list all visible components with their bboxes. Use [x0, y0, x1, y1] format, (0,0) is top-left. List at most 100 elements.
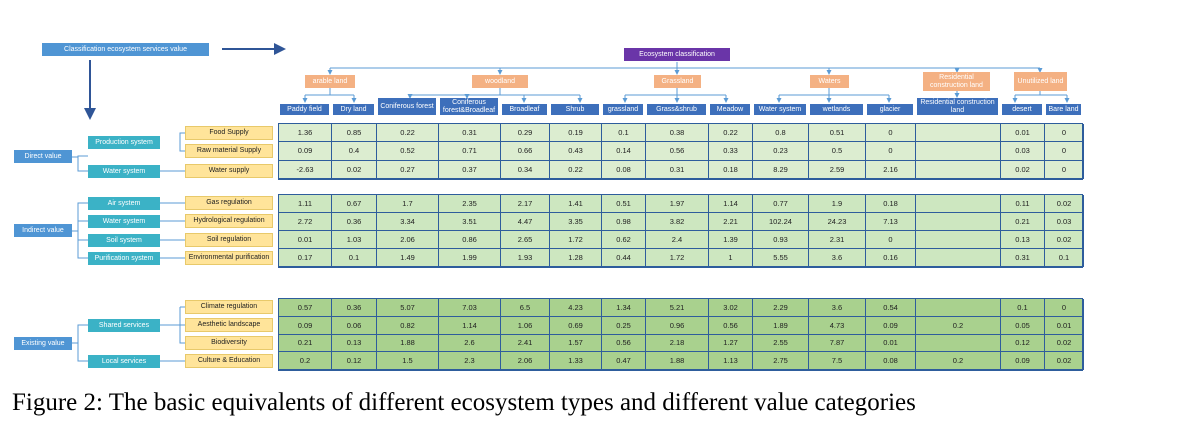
existing-cell: 0	[1045, 299, 1084, 317]
indirect-cell: 2.4	[646, 231, 709, 249]
indirect-cell: 0.02	[1045, 195, 1084, 213]
existing-cell: 0.06	[332, 316, 377, 335]
category-residential: Residential construction land	[923, 72, 990, 91]
indirect-cell: 1.28	[550, 249, 602, 267]
indirect-cell: 0.18	[866, 195, 916, 213]
direct-cell: 0.71	[439, 142, 501, 161]
existing-cell: 1.89	[753, 316, 809, 335]
existing-cell: 0.25	[602, 316, 646, 335]
direct-cell	[916, 142, 1001, 161]
existing-cell: 4.73	[809, 316, 866, 335]
figure-caption: Figure 2: The basic equivalents of diffe…	[12, 389, 916, 416]
direct-value-table: 1.36 0.85 0.22 0.31 0.29 0.19 0.1 0.38 0.22 0.8 0.…	[278, 123, 1084, 180]
indirect-cell: 0.01	[279, 231, 332, 249]
service-env-purification: Environmental purification	[185, 251, 273, 265]
service-culture: Culture & Education	[185, 354, 273, 368]
value-direct: Direct value	[14, 150, 72, 163]
system-local-services: Local services	[88, 355, 160, 368]
indirect-cell: 1.39	[709, 231, 753, 249]
indirect-cell	[916, 231, 1001, 249]
category-unutilized: Unutilized land	[1014, 72, 1067, 91]
direct-cell: 0.66	[501, 142, 550, 161]
existing-cell: 0.05	[1001, 316, 1045, 335]
existing-cell: 3.02	[709, 299, 753, 317]
existing-cell: 2.75	[753, 352, 809, 370]
existing-cell: 7.5	[809, 352, 866, 370]
indirect-cell: 24.23	[809, 213, 866, 231]
indirect-cell: 1.72	[646, 249, 709, 267]
existing-cell: 0.2	[916, 352, 1001, 370]
indirect-cell: 3.35	[550, 213, 602, 231]
existing-cell: 0.57	[279, 299, 332, 317]
direct-cell: 0.02	[332, 160, 377, 179]
system-shared-services: Shared services	[88, 319, 160, 332]
subtype-13: desert	[1002, 104, 1042, 115]
indirect-cell: 0.51	[602, 195, 646, 213]
service-climate: Climate regulation	[185, 300, 273, 314]
direct-cell: 0.31	[439, 124, 501, 143]
indirect-cell: 1.14	[709, 195, 753, 213]
service-raw-material: Raw material Supply	[185, 144, 273, 158]
indirect-cell: 0.62	[602, 231, 646, 249]
indirect-cell: 0.44	[602, 249, 646, 267]
service-water-supply: Water supply	[185, 164, 273, 178]
existing-cell: 0.1	[1001, 299, 1045, 317]
indirect-cell: 0.16	[866, 249, 916, 267]
existing-cell: 1.33	[550, 352, 602, 370]
indirect-cell: 0.77	[753, 195, 809, 213]
indirect-cell: 0.03	[1045, 213, 1084, 231]
existing-cell: 0.09	[1001, 352, 1045, 370]
indirect-cell: 0.11	[1001, 195, 1045, 213]
service-soil-regulation: Soil regulation	[185, 233, 273, 247]
indirect-cell: 5.55	[753, 249, 809, 267]
direct-cell: 2.16	[866, 160, 916, 179]
direct-cell: 0.09	[279, 142, 332, 161]
existing-cell: 0.02	[1045, 334, 1084, 353]
value-indirect: Indirect value	[14, 224, 72, 237]
indirect-cell: 1.03	[332, 231, 377, 249]
indirect-cell: 0.1	[1045, 249, 1084, 267]
subtype-7: Grass&shrub	[647, 104, 706, 115]
existing-cell: 0.09	[279, 316, 332, 335]
category-woodland: woodland	[472, 75, 528, 88]
existing-cell: 1.88	[646, 352, 709, 370]
direct-cell: 0.4	[332, 142, 377, 161]
existing-cell: 2.06	[501, 352, 550, 370]
direct-cell: 0.51	[809, 124, 866, 143]
direct-cell: 0.31	[646, 160, 709, 179]
direct-cell: 0.52	[377, 142, 439, 161]
direct-cell: 0.14	[602, 142, 646, 161]
direct-cell: 0	[1045, 160, 1084, 179]
indirect-value-table: 1.11 0.67 1.7 2.35 2.17 1.41 0.51 1.97 1.14 0.77 1…	[278, 194, 1084, 268]
system-purification: Purification system	[88, 252, 160, 265]
indirect-cell: 3.82	[646, 213, 709, 231]
direct-cell: 0.22	[377, 124, 439, 143]
existing-cell: 0.47	[602, 352, 646, 370]
direct-cell: 0.56	[646, 142, 709, 161]
direct-cell: 0	[866, 142, 916, 161]
direct-cell: 0.22	[550, 160, 602, 179]
root-node: Ecosystem classification	[624, 48, 730, 61]
direct-cell: 0.37	[439, 160, 501, 179]
direct-cell: 0.22	[709, 124, 753, 143]
existing-cell: 2.55	[753, 334, 809, 353]
indirect-cell: 0.17	[279, 249, 332, 267]
existing-cell: 0.36	[332, 299, 377, 317]
subtype-3: Coniferous forest&Broadleaf	[440, 98, 498, 115]
subtype-12: Residential construction land	[917, 98, 998, 115]
direct-cell: 0.29	[501, 124, 550, 143]
indirect-cell	[916, 195, 1001, 213]
existing-cell: 0.2	[916, 316, 1001, 335]
indirect-cell: 2.17	[501, 195, 550, 213]
direct-cell: 0.33	[709, 142, 753, 161]
direct-cell: 8.29	[753, 160, 809, 179]
existing-cell: 0.56	[602, 334, 646, 353]
classification-label: Classification ecosystem services value	[42, 43, 209, 56]
direct-cell: 0.08	[602, 160, 646, 179]
existing-cell: 1.14	[439, 316, 501, 335]
direct-cell: 0.5	[809, 142, 866, 161]
existing-cell: 6.5	[501, 299, 550, 317]
existing-cell: 0.08	[866, 352, 916, 370]
existing-cell: 1.88	[377, 334, 439, 353]
direct-cell: 1.36	[279, 124, 332, 143]
